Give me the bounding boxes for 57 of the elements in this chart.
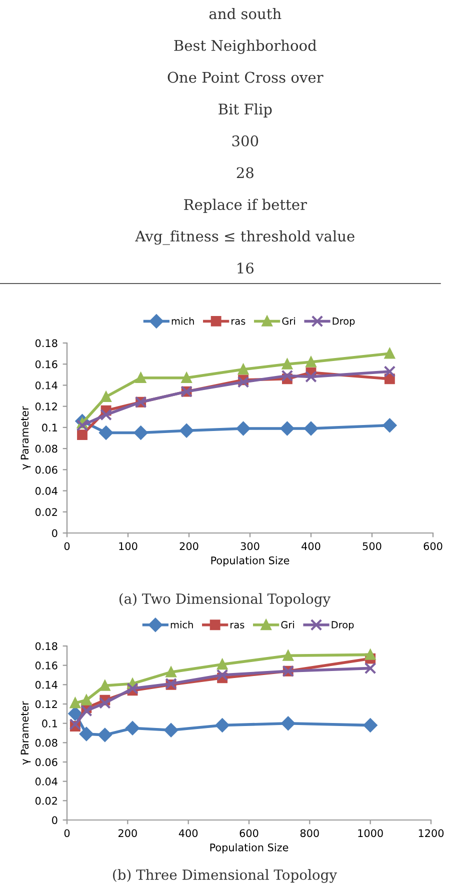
x-tick-label: 400 [178, 829, 198, 838]
legend-label: ras [232, 319, 246, 325]
x-tick-label: 600 [240, 829, 258, 838]
x-tick-label: 0 [64, 542, 70, 550]
y-tick-label: 0.14 [35, 680, 58, 689]
legend-label: mich [172, 317, 194, 325]
y-tick-label: 0.1 [42, 720, 58, 728]
y-tick-label: 0.16 [35, 360, 58, 368]
text: Replace if better [184, 198, 308, 213]
text: Best Neighborhood [174, 40, 316, 54]
y-tick-label: 0.08 [35, 738, 58, 747]
legend-label: Gri [282, 317, 295, 325]
x-tick-label: 300 [240, 542, 260, 550]
text: 28 [236, 167, 254, 178]
text: 300 [232, 135, 258, 146]
y-tick-label: 0.06 [35, 758, 58, 766]
y-tick-label: 0.1 [42, 424, 58, 432]
y-axis-title: γ Parameter [20, 406, 31, 470]
x-tick-label: 800 [300, 829, 319, 838]
x-tick-label: 100 [119, 542, 138, 550]
y-tick-label: 0.04 [35, 778, 58, 786]
y-tick-label: 0.02 [35, 796, 57, 805]
x-axis-title: Population Size [211, 556, 290, 566]
y-tick-label: 0.14 [35, 381, 58, 390]
x-tick-label: 200 [180, 542, 198, 550]
y-tick-label: 0.12 [35, 700, 57, 708]
legend-label: ras [230, 622, 244, 628]
legend-label: Gri [281, 620, 294, 628]
y-tick-label: 0.06 [35, 466, 58, 474]
x-tick-label: 0 [64, 829, 70, 838]
y-tick-label: 0.04 [35, 487, 58, 495]
x-tick-label: 1000 [358, 829, 383, 838]
text: Bit Flip [218, 103, 272, 118]
x-tick-label: 400 [302, 542, 320, 550]
legend-label: Drop [332, 318, 355, 327]
y-tick-label: 0.08 [35, 444, 58, 453]
text: Avg_fitness ≤ threshold value [135, 230, 354, 245]
y-tick-label: 0.16 [35, 662, 58, 670]
text: (a) Two Dimensional Topology [119, 593, 331, 607]
text: (b) Three Dimensional Topology [113, 869, 338, 883]
x-axis-title: Population Size [210, 843, 288, 854]
x-tick-label: 200 [118, 829, 137, 838]
x-tick-label: 1200 [418, 829, 444, 838]
y-tick-label: 0 [52, 529, 58, 538]
legend-label: mich [170, 620, 193, 628]
x-tick-label: 500 [362, 542, 382, 550]
text: One Point Cross over [168, 72, 324, 83]
x-tick-label: 600 [424, 542, 442, 550]
y-tick-label: 0.12 [35, 402, 57, 410]
y-tick-label: 0.02 [35, 508, 57, 516]
text: and south [209, 8, 282, 20]
y-axis-title: γ Parameter [20, 701, 31, 765]
legend-label: Drop [332, 621, 354, 630]
text: 16 [238, 262, 254, 274]
y-tick-label: 0.18 [35, 339, 58, 348]
y-tick-label: 0 [52, 816, 58, 824]
y-tick-label: 0.18 [35, 642, 58, 650]
